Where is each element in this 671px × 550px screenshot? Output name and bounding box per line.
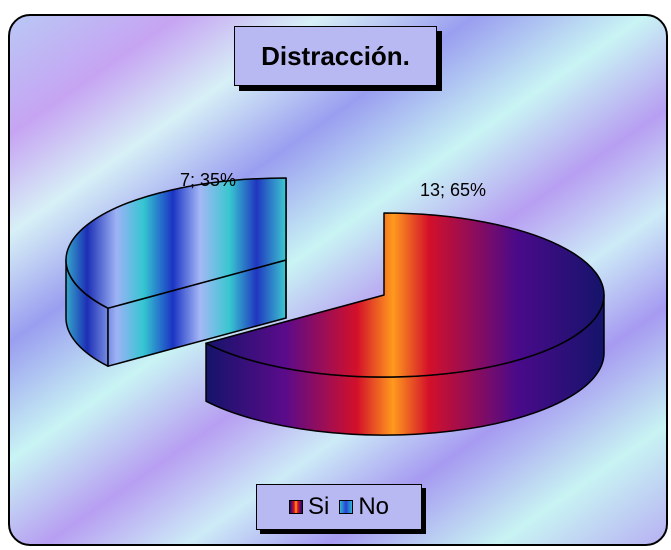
- pie-slice-no: [65, 177, 287, 367]
- legend-swatch-no: [339, 500, 354, 514]
- legend-label-no: No: [358, 493, 390, 520]
- slice-top-no: [65, 177, 287, 309]
- data-label-si: 13; 65%: [420, 180, 487, 200]
- pie-slice-si: [205, 212, 605, 436]
- legend-swatch-si: [288, 500, 303, 514]
- legend-item-no: No: [339, 493, 389, 521]
- legend-label-si: Si: [307, 493, 330, 520]
- slice-top-si: [205, 212, 605, 378]
- data-label-no: 7; 35%: [180, 170, 237, 190]
- chart-legend: Si No: [256, 484, 422, 530]
- legend-item-si: Si: [288, 493, 330, 521]
- chart-title: Distracción.: [234, 26, 437, 86]
